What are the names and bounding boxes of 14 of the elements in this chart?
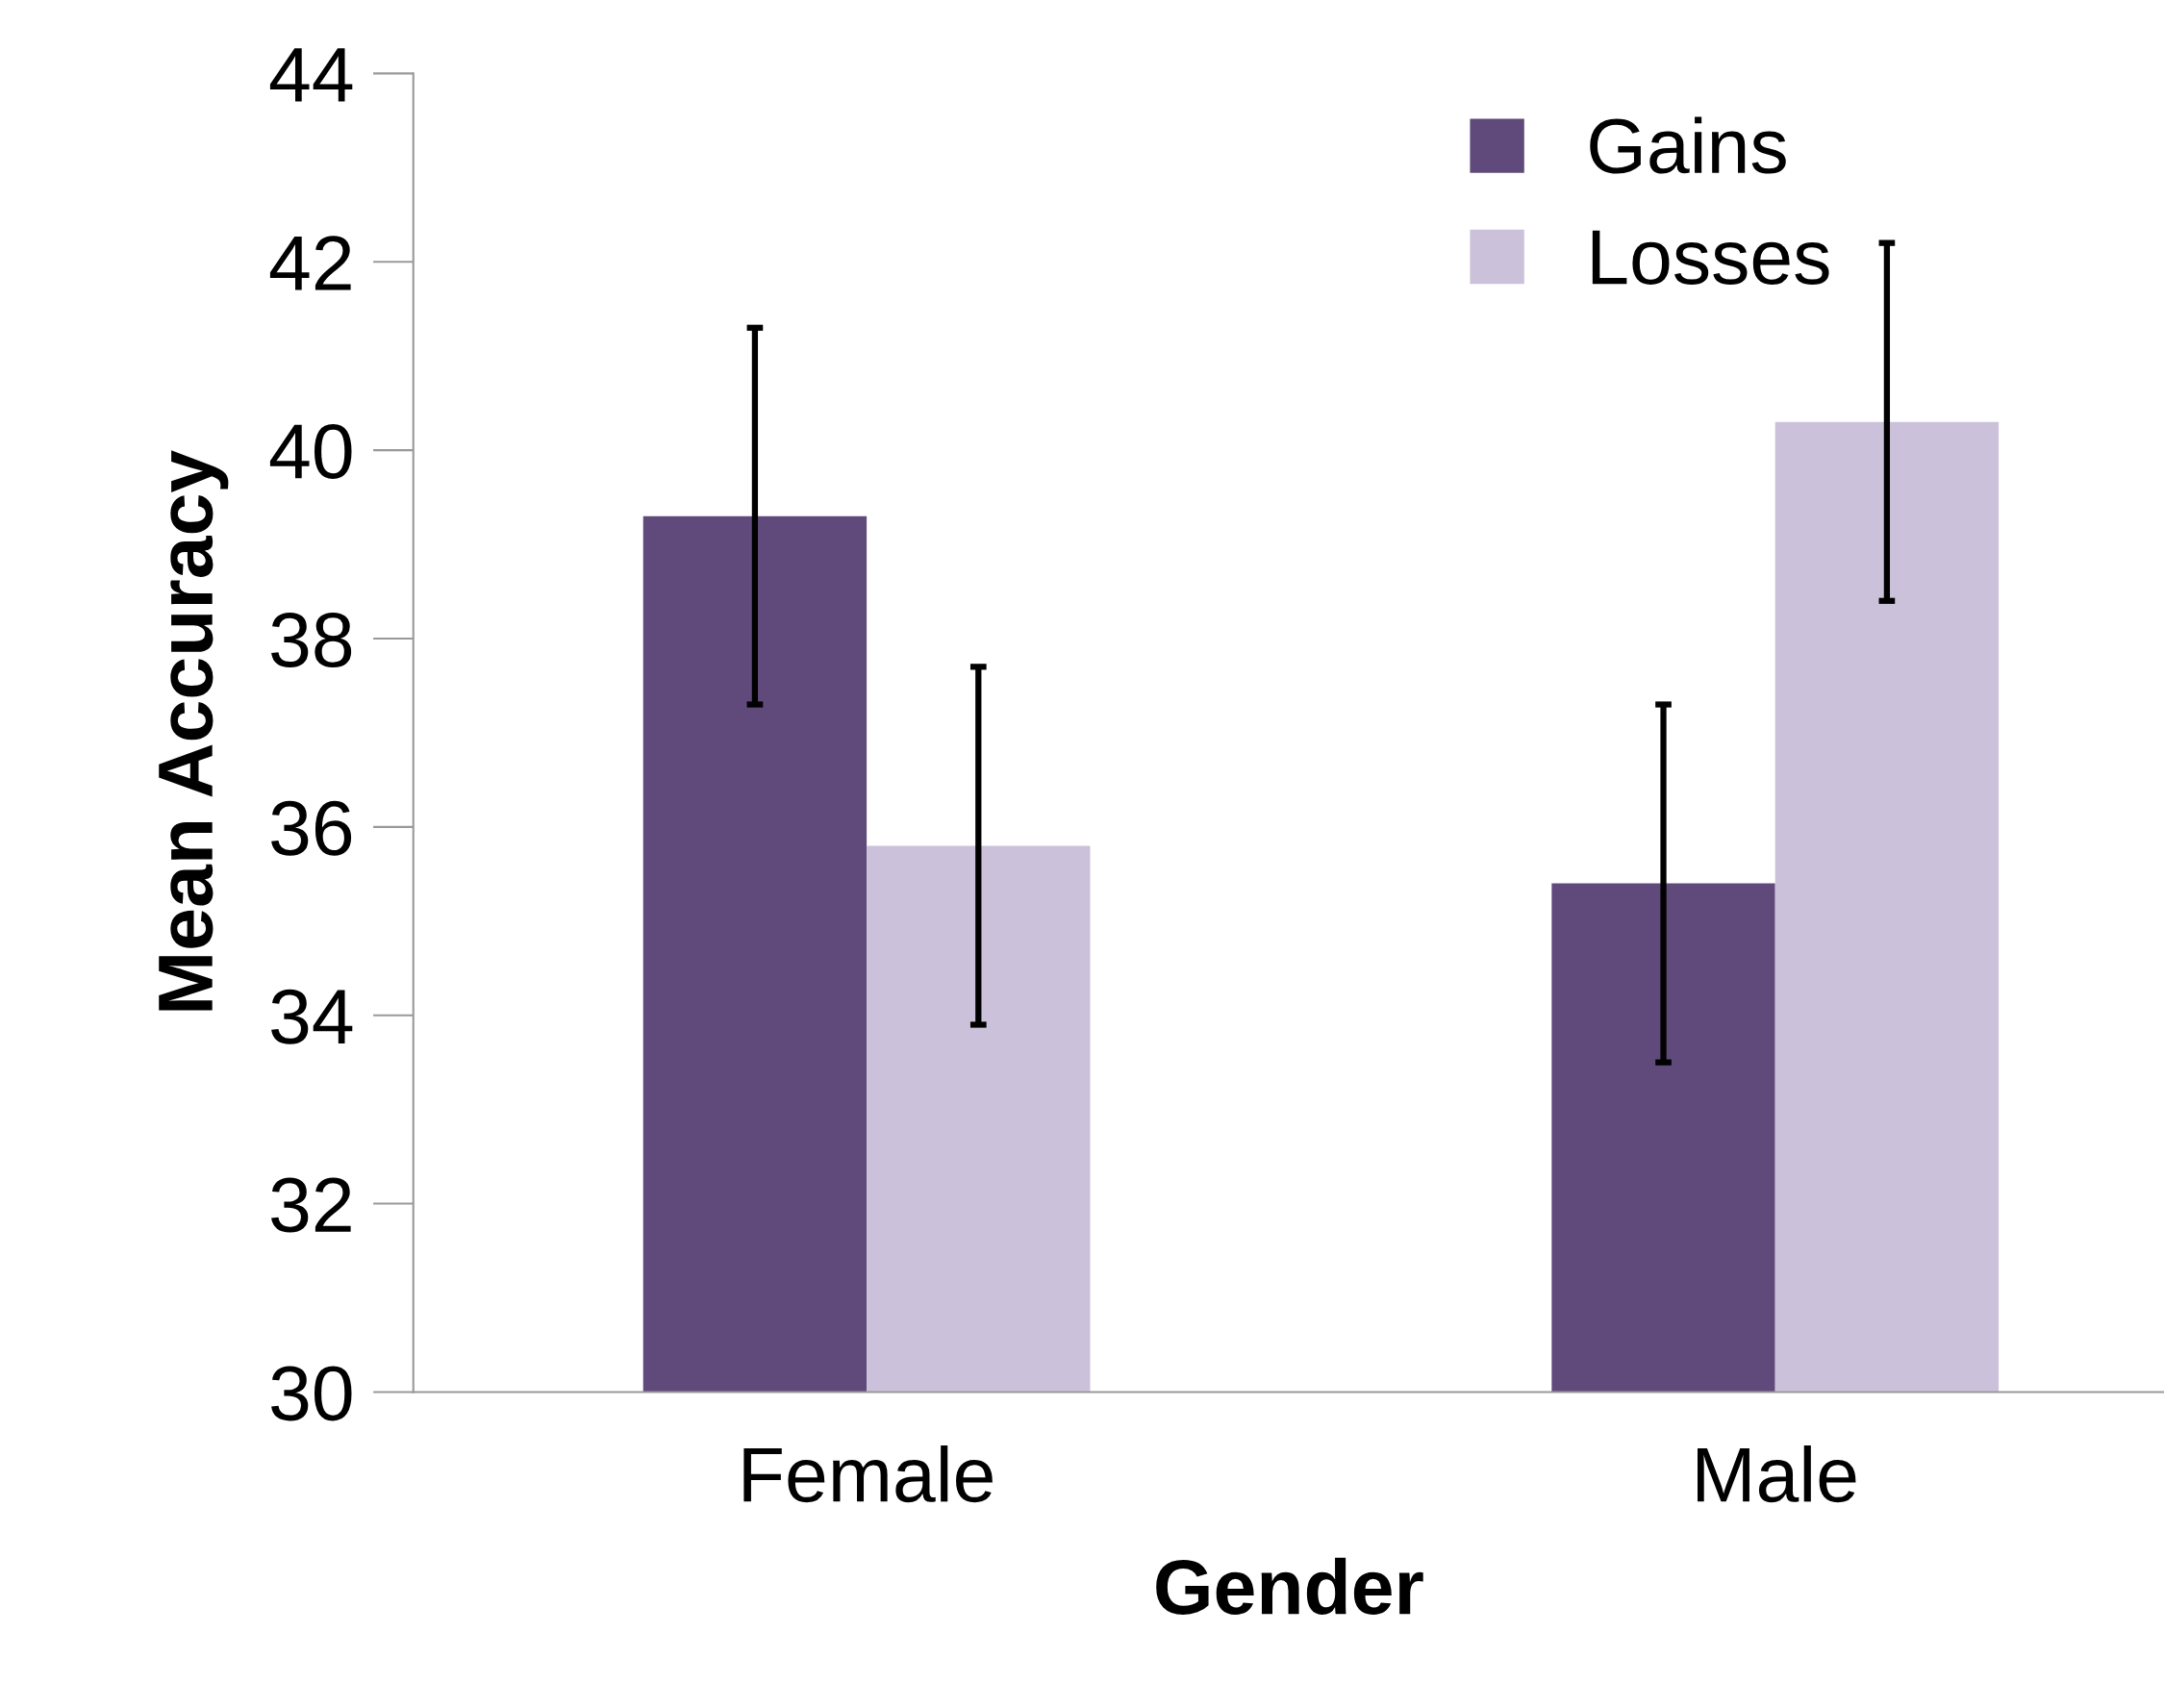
- x-axis-title: Gender: [1156, 1557, 1423, 1615]
- y-tick-label: 34: [271, 989, 353, 1044]
- y-tick-label: 38: [271, 612, 352, 667]
- y-tick-label: 30: [271, 1366, 352, 1421]
- x-tick-label: Male: [1698, 1445, 1856, 1503]
- y-tick-label: 40: [269, 424, 352, 480]
- x-tick-label: Female: [743, 1445, 993, 1503]
- y-tick-label: 36: [271, 800, 352, 856]
- y-tick-label: 32: [271, 1177, 351, 1233]
- y-tick-label: 42: [269, 236, 351, 290]
- y-axis-title: Mean Accuracy: [159, 450, 229, 1011]
- legend-label: Losses: [1592, 230, 1829, 285]
- y-tick-label: 44: [269, 48, 353, 102]
- legend-label: Gains: [1590, 116, 1786, 174]
